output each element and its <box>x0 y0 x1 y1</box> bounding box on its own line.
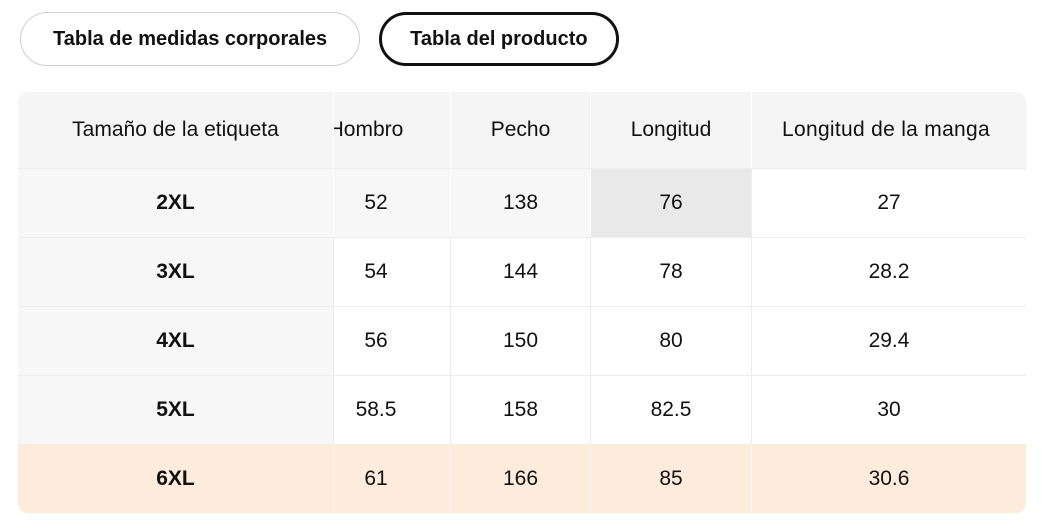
column-header-length: Longitud <box>590 92 751 168</box>
tab-body-measurements-label: Tabla de medidas corporales <box>53 27 328 50</box>
table-row-4xl: 4XL 56 150 80 29.4 <box>18 306 1026 375</box>
value-cell[interactable]: 27 <box>751 168 1026 237</box>
tab-body-measurements[interactable]: Tabla de medidas corporales <box>20 12 361 66</box>
value-cell[interactable]: 28.2 <box>751 237 1026 306</box>
value-cell[interactable]: 80 <box>590 306 751 375</box>
value-cell[interactable]: 138 <box>450 168 590 237</box>
value-cell[interactable]: 150 <box>450 306 590 375</box>
column-header-chest: Pecho <box>450 92 590 168</box>
value-cell[interactable]: 56 <box>333 306 450 375</box>
value-cell[interactable]: 54 <box>333 237 450 306</box>
column-header-label-size: Tamaño de la etiqueta <box>72 118 279 141</box>
table-row-6xl-highlighted: 6XL 61 166 85 30.6 <box>18 444 1026 513</box>
size-label-cell[interactable]: 5XL <box>18 375 333 444</box>
size-table-header: Tamaño de la etiqueta Hombro Pecho Longi… <box>18 92 1026 168</box>
value-cell[interactable]: 58.5 <box>333 375 450 444</box>
size-label-cell[interactable]: 6XL <box>18 444 333 513</box>
size-label-cell[interactable]: 3XL <box>18 237 333 306</box>
size-label-cell[interactable]: 4XL <box>18 306 333 375</box>
value-cell[interactable]: 158 <box>450 375 590 444</box>
value-cell[interactable]: 29.4 <box>751 306 1026 375</box>
value-cell[interactable]: 30 <box>751 375 1026 444</box>
value-cell[interactable]: 85 <box>590 444 751 513</box>
table-row-3xl: 3XL 54 144 78 28.2 <box>18 237 1026 306</box>
selected-value-cell[interactable]: 76 <box>590 168 751 237</box>
value-cell[interactable]: 82.5 <box>590 375 751 444</box>
size-label-cell[interactable]: 2XL <box>18 168 333 237</box>
tab-product[interactable]: Tabla del producto <box>379 12 619 66</box>
table-row-2xl: 2XL 52 138 76 27 <box>18 168 1026 237</box>
value-cell[interactable]: 78 <box>590 237 751 306</box>
value-cell[interactable]: 30.6 <box>751 444 1026 513</box>
size-table: Tamaño de la etiqueta Hombro Pecho Longi… <box>18 92 1026 513</box>
size-chart-tabs: Tabla de medidas corporales Tabla del pr… <box>20 12 619 66</box>
value-cell[interactable]: 52 <box>333 168 450 237</box>
value-cell[interactable]: 61 <box>333 444 450 513</box>
value-cell[interactable]: 144 <box>450 237 590 306</box>
column-header-sleeve-length: Longitud de la manga <box>751 92 1026 168</box>
value-cell[interactable]: 166 <box>450 444 590 513</box>
column-header-shoulder: Hombro <box>333 92 450 168</box>
tab-product-label: Tabla del producto <box>410 27 588 50</box>
table-row-5xl: 5XL 58.5 158 82.5 30 <box>18 375 1026 444</box>
